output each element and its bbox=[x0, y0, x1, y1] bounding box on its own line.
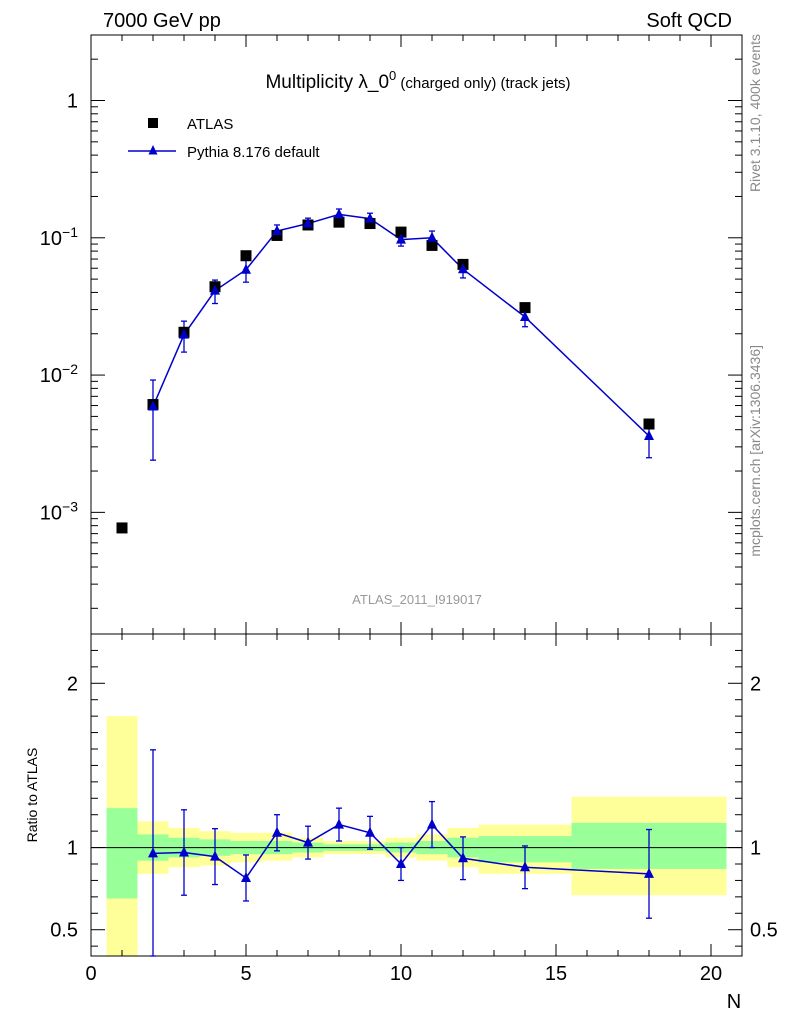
main-y-tick-label: 10−3 bbox=[40, 498, 78, 524]
ratio-point bbox=[334, 818, 344, 829]
legend: ATLAS Pythia 8.176 default bbox=[128, 116, 320, 161]
x-tick-label: 20 bbox=[700, 963, 722, 985]
x-tick-label: 0 bbox=[85, 963, 96, 985]
ratio-y-tick-label: 1 bbox=[67, 838, 78, 860]
data-point bbox=[333, 216, 345, 228]
legend-mc-marker bbox=[148, 145, 158, 155]
ratio-point bbox=[272, 826, 282, 837]
mc-point bbox=[427, 231, 437, 242]
mc-point bbox=[303, 217, 313, 228]
watermark: ATLAS_2011_I919017 bbox=[352, 592, 482, 607]
ratio-point bbox=[520, 861, 530, 872]
ratio-frame-border bbox=[90, 633, 743, 957]
main-frame: 1 10−1 10−2 10−3 bbox=[40, 34, 743, 635]
data-point bbox=[116, 522, 128, 534]
ratio-frame: 0 5 10 15 20 0.5 0.5 1 1 2 2 bbox=[50, 633, 778, 985]
mc-point bbox=[365, 212, 375, 223]
data-point bbox=[519, 302, 531, 314]
mc-point bbox=[396, 233, 406, 244]
header-right: Soft QCD bbox=[646, 10, 732, 32]
rivet-label: Rivet 3.1.10, 400k events bbox=[747, 34, 763, 192]
mc-point bbox=[644, 429, 654, 440]
x-tick-label: 15 bbox=[545, 963, 567, 985]
ratio-ylabel: Ratio to ATLAS bbox=[24, 748, 40, 843]
ratio-marks bbox=[148, 749, 654, 957]
data-point bbox=[395, 226, 407, 238]
mc-point bbox=[241, 263, 251, 274]
mc-point bbox=[272, 225, 282, 236]
ratio-y-tick-label-right: 0.5 bbox=[750, 920, 778, 942]
ratio-y-tick-label: 2 bbox=[67, 673, 78, 695]
header-left: 7000 GeV pp bbox=[103, 10, 221, 32]
data-point bbox=[271, 229, 283, 241]
x-tick-label: 10 bbox=[390, 963, 412, 985]
legend-mc-label: Pythia 8.176 default bbox=[187, 144, 320, 161]
mc-point bbox=[179, 328, 189, 339]
main-y-tick-label: 1 bbox=[67, 91, 78, 113]
ratio-band-green bbox=[106, 808, 138, 899]
data-point bbox=[643, 418, 655, 430]
ratio-point bbox=[148, 847, 158, 858]
mc-point bbox=[210, 284, 220, 295]
ratio-point bbox=[458, 852, 468, 863]
main-marks bbox=[116, 208, 655, 534]
data-point bbox=[426, 239, 438, 251]
ratio-point bbox=[179, 846, 189, 857]
ratio-point bbox=[427, 818, 437, 829]
data-point bbox=[240, 250, 252, 262]
ratio-point bbox=[303, 836, 313, 847]
chart-title-main: Multiplicity λ_0 bbox=[265, 72, 389, 93]
main-y-tick-label: 10−2 bbox=[40, 361, 78, 387]
chart-title-sup: 0 bbox=[389, 68, 396, 83]
ratio-point bbox=[365, 826, 375, 837]
ratio-point bbox=[241, 871, 251, 882]
ratio-point bbox=[644, 867, 654, 878]
ratio-y-tick-label-right: 1 bbox=[750, 838, 761, 860]
mc-point bbox=[520, 310, 530, 321]
mc-point bbox=[334, 208, 344, 219]
mc-point bbox=[148, 400, 158, 411]
main-y-tick-label: 10−1 bbox=[40, 224, 78, 250]
data-point bbox=[364, 218, 376, 230]
mcplots-label: mcplots.cern.ch [arXiv:1306.3436] bbox=[747, 345, 763, 557]
ratio-bands bbox=[106, 716, 727, 956]
chart-title: Multiplicity λ_00 (charged only) (track … bbox=[265, 68, 570, 93]
ratio-y-tick-label-right: 2 bbox=[750, 673, 761, 695]
ratio-y-tick-label: 0.5 bbox=[50, 920, 78, 942]
mc-point bbox=[458, 263, 468, 274]
mc-line bbox=[152, 213, 650, 437]
x-tick-label: 5 bbox=[240, 963, 251, 985]
chart-title-suffix: (charged only) (track jets) bbox=[396, 75, 570, 92]
legend-data-label: ATLAS bbox=[187, 116, 233, 133]
legend-data-marker bbox=[148, 118, 158, 128]
x-axis-label: N bbox=[727, 991, 741, 1013]
ratio-point bbox=[210, 850, 220, 861]
ratio-point bbox=[396, 858, 406, 868]
